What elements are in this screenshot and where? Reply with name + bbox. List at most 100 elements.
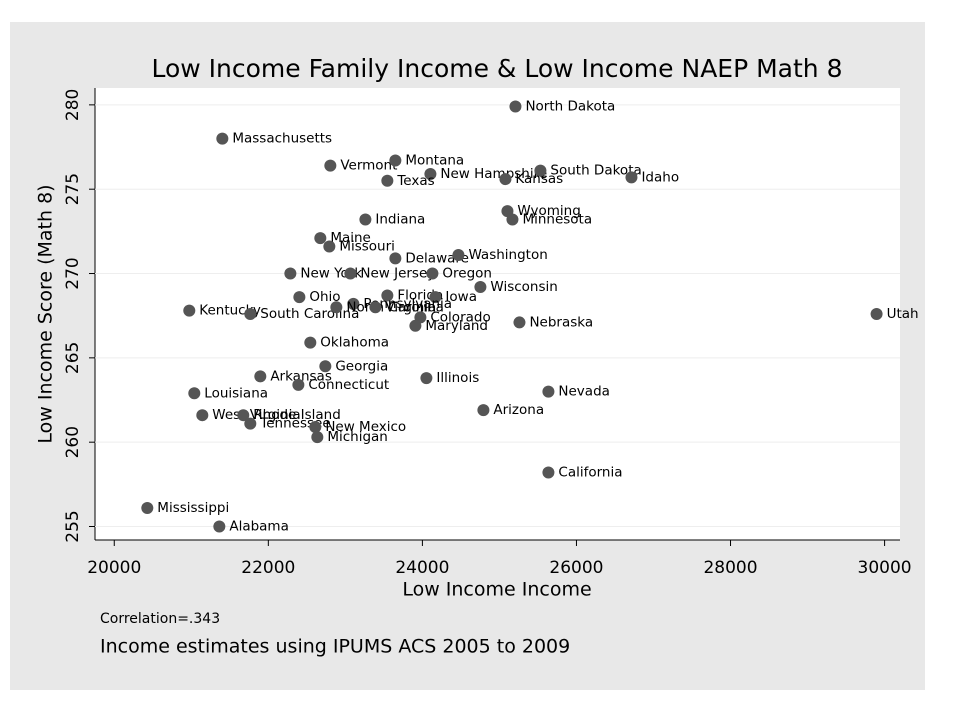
point — [237, 409, 250, 422]
point-label: West Virginia — [212, 407, 300, 423]
point-label: Washington — [468, 247, 547, 263]
point-label: Louisiana — [204, 385, 268, 401]
point-label: Alabama — [229, 519, 289, 535]
point-label: Nebraska — [529, 314, 593, 330]
point — [625, 171, 638, 184]
point-label: North Dakota — [525, 99, 615, 115]
point — [409, 319, 422, 332]
point — [244, 308, 257, 320]
point-label: Colorado — [430, 309, 490, 325]
point — [292, 378, 305, 391]
point-label: Michigan — [327, 429, 388, 445]
x-tick-label: 24000 — [395, 558, 449, 578]
point-label: New Mexico — [325, 419, 406, 435]
point — [381, 289, 394, 302]
point-label: Texas — [396, 173, 434, 189]
point — [314, 232, 327, 245]
point — [309, 421, 322, 433]
point-label: Wisconsin — [490, 279, 557, 295]
point-label: Vermont — [340, 158, 397, 174]
point-label: Maryland — [425, 318, 488, 334]
y-tick-label: 265 — [63, 342, 83, 374]
point — [424, 168, 437, 181]
point-label: Georgia — [335, 358, 388, 374]
point — [213, 520, 226, 533]
point — [319, 360, 332, 373]
point-label: Minnesota — [522, 212, 592, 228]
point — [477, 404, 490, 417]
point — [426, 267, 439, 280]
point — [183, 304, 196, 317]
point-label: New Jersey — [360, 266, 435, 282]
point — [429, 291, 442, 304]
point — [870, 308, 883, 320]
point — [506, 213, 519, 226]
point — [196, 409, 209, 422]
point — [284, 267, 297, 280]
point — [534, 164, 547, 177]
point-label: New Hampshire — [440, 166, 547, 182]
point-label: Idaho — [641, 169, 679, 185]
note: Correlation=.343 — [100, 611, 220, 627]
point — [452, 248, 465, 261]
chart-title: Low Income Family Income & Low Income NA… — [151, 54, 842, 83]
note: Income estimates using IPUMS ACS 2005 to… — [100, 636, 570, 658]
point-label: Arizona — [493, 402, 544, 418]
x-tick-label: 28000 — [703, 558, 757, 578]
x-tick-label: 20000 — [87, 558, 141, 578]
point — [141, 501, 154, 514]
point — [389, 252, 402, 265]
y-tick-label: 255 — [63, 510, 83, 542]
point — [188, 387, 201, 400]
point — [323, 240, 336, 253]
y-tick-label: 270 — [63, 257, 83, 289]
point — [304, 336, 317, 349]
point — [381, 174, 394, 187]
point-label: Wyoming — [517, 203, 580, 219]
point — [542, 466, 555, 479]
point-label: Rhode Island — [253, 407, 341, 423]
point — [513, 316, 526, 329]
point — [509, 100, 522, 113]
point — [369, 301, 382, 314]
point-label: Indiana — [375, 212, 425, 228]
point — [324, 159, 337, 172]
point — [347, 297, 360, 310]
point — [244, 417, 257, 430]
point-label: Oregon — [442, 266, 492, 282]
point-label: North Carolina — [346, 299, 444, 315]
point-label: Illinois — [436, 370, 479, 386]
point-label: South Dakota — [550, 163, 641, 179]
point-label: Kansas — [515, 171, 563, 187]
x-tick-label: 30000 — [858, 558, 912, 578]
point-label: California — [558, 465, 622, 481]
plot-area — [95, 88, 900, 540]
y-tick-label: 275 — [63, 173, 83, 205]
point-label: Oklahoma — [320, 335, 389, 351]
point-label: Arkansas — [270, 368, 332, 384]
y-tick-label: 260 — [63, 426, 83, 458]
point-label: Nevada — [558, 384, 610, 400]
point — [330, 301, 343, 314]
point-label: South Carolina — [260, 306, 359, 322]
point — [474, 281, 487, 294]
y-tick-label: 280 — [63, 89, 83, 121]
point — [420, 372, 433, 385]
point — [499, 173, 512, 186]
point-label: Ohio — [309, 289, 340, 305]
point — [254, 370, 267, 383]
point — [216, 132, 229, 145]
point-label: Mississippi — [157, 500, 229, 516]
point-label: Iowa — [445, 289, 477, 305]
point — [311, 431, 324, 444]
x-axis-label: Low Income Income — [402, 579, 591, 601]
point-label: Montana — [405, 153, 464, 169]
point-label: Missouri — [339, 239, 395, 255]
point — [542, 385, 555, 398]
y-axis-label: Low Income Score (Math 8) — [35, 184, 57, 443]
x-tick-label: 22000 — [241, 558, 295, 578]
point-label: Utah — [887, 306, 919, 322]
point — [344, 267, 357, 280]
point — [389, 154, 402, 167]
